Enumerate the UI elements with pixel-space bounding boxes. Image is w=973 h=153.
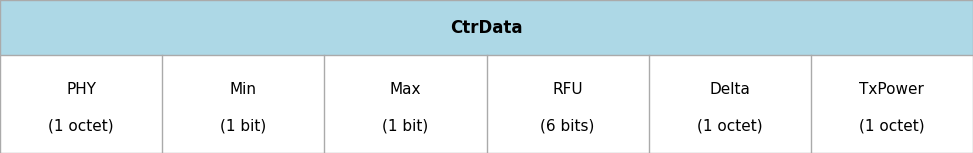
Bar — [324, 55, 486, 153]
Bar — [162, 55, 324, 153]
Text: Min: Min — [230, 82, 257, 97]
Text: RFU: RFU — [553, 82, 583, 97]
Text: (6 bits): (6 bits) — [540, 118, 595, 133]
Text: Delta: Delta — [709, 82, 750, 97]
Text: (1 bit): (1 bit) — [220, 118, 267, 133]
Text: TxPower: TxPower — [859, 82, 924, 97]
Bar — [649, 55, 811, 153]
Text: Max: Max — [389, 82, 421, 97]
Bar — [0, 0, 973, 55]
Bar — [0, 55, 162, 153]
Text: (1 bit): (1 bit) — [382, 118, 428, 133]
Text: (1 octet): (1 octet) — [49, 118, 114, 133]
Text: PHY: PHY — [66, 82, 96, 97]
Bar — [811, 55, 973, 153]
Text: CtrData: CtrData — [450, 19, 523, 37]
Bar — [486, 55, 649, 153]
Text: (1 octet): (1 octet) — [859, 118, 924, 133]
Text: (1 octet): (1 octet) — [697, 118, 763, 133]
